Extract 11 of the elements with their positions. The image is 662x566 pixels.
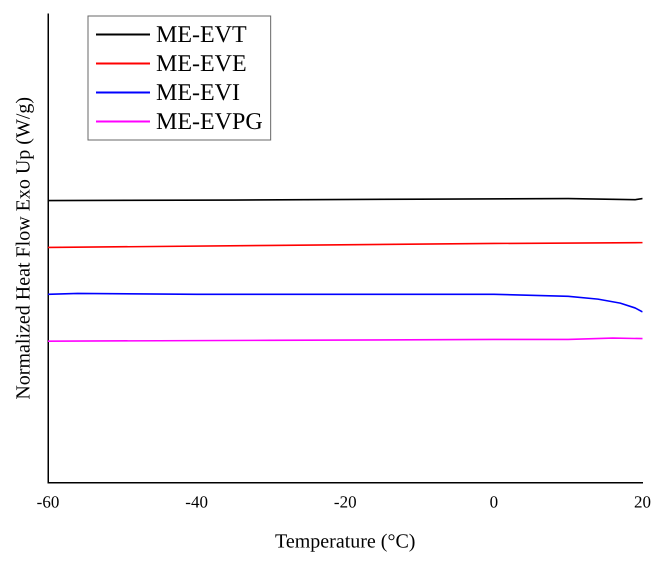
y-axis-title: Normalized Heat Flow Exo Up (W/g) xyxy=(12,96,34,400)
legend-label: ME-EVI xyxy=(156,80,240,106)
x-axis-title: Temperature (°C) xyxy=(275,530,416,552)
legend-label: ME-EVT xyxy=(156,22,247,48)
x-tick-label: -20 xyxy=(334,492,357,512)
legend-label: ME-EVPG xyxy=(156,108,263,135)
legend-label: ME-EVE xyxy=(156,50,247,77)
x-tick-label: 20 xyxy=(634,492,651,512)
x-tick-label: -60 xyxy=(36,492,60,512)
x-tick-label: -40 xyxy=(185,492,208,512)
x-tick-label: 0 xyxy=(490,492,498,512)
